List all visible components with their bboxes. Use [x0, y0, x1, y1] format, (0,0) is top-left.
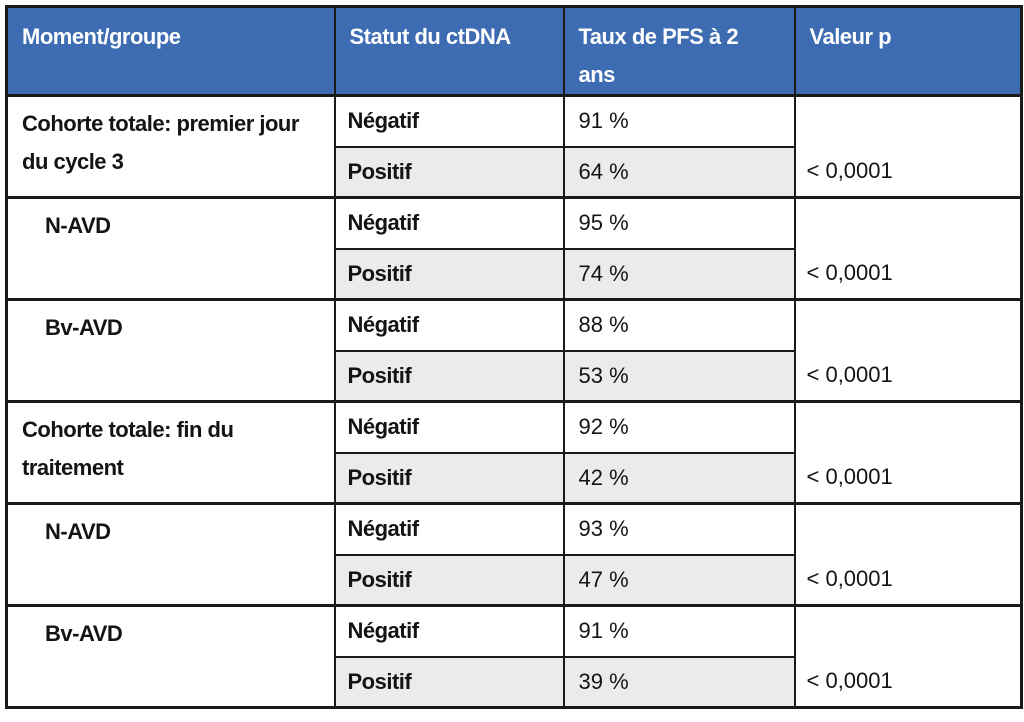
- table-row: Cohorte totale: premier jour du cycle 3 …: [6, 94, 1022, 198]
- col-header-moment-groupe: Moment/groupe: [6, 6, 335, 97]
- table-row: N-AVD Négatif 95 % < 0,0001: [6, 196, 1022, 300]
- p-value-cell: < 0,0001: [793, 400, 1022, 504]
- ctdna-status-cell: Positif: [333, 451, 564, 504]
- pfs-rate-cell: 91 %: [562, 604, 795, 657]
- pfs-rate-cell: 39 %: [562, 655, 795, 708]
- ctdna-status-cell: Positif: [333, 349, 564, 402]
- table-row: Positif 39 %: [7, 655, 1022, 708]
- ctdna-status-cell: Positif: [333, 145, 564, 198]
- group-label-cell: Bv-AVD: [6, 604, 335, 708]
- pfs-rate-cell: 95 %: [562, 196, 795, 249]
- ctdna-status-cell: Négatif: [333, 502, 564, 555]
- pfs-rate-cell: 91 %: [562, 94, 795, 147]
- ctdna-status-cell: Négatif: [333, 196, 564, 249]
- group-label-cell: Bv-AVD: [6, 298, 335, 402]
- group-label-cell: N-AVD: [6, 196, 335, 300]
- p-value-cell: < 0,0001: [793, 94, 1022, 198]
- col-header-taux-pfs: Taux de PFS à 2 ans: [562, 6, 795, 97]
- pfs-rate-cell: 92 %: [562, 400, 795, 453]
- ctdna-status-cell: Positif: [333, 553, 564, 606]
- col-header-valeur-p: Valeur p: [793, 6, 1022, 97]
- group-label-cell: N-AVD: [6, 502, 335, 606]
- table-row: Cohorte totale: fin du traitement Négati…: [6, 400, 1022, 504]
- ctdna-status-cell: Positif: [333, 247, 564, 300]
- table-row: Positif 47 %: [7, 553, 1022, 606]
- table-row: N-AVD Négatif 93 % < 0,0001: [6, 502, 1022, 606]
- pfs-rate-cell: 74 %: [562, 247, 795, 300]
- pfs-ctdna-table: Moment/groupe Statut du ctDNA Taux de PF…: [5, 5, 1023, 709]
- p-value-cell: < 0,0001: [793, 298, 1022, 402]
- ctdna-status-cell: Négatif: [333, 400, 564, 453]
- table-row: Positif 74 %: [7, 247, 1022, 300]
- ctdna-status-cell: Positif: [333, 655, 564, 708]
- ctdna-status-cell: Négatif: [333, 298, 564, 351]
- table-row: Bv-AVD Négatif 88 % < 0,0001: [6, 298, 1022, 402]
- ctdna-status-cell: Négatif: [333, 94, 564, 147]
- col-header-statut-ctdna: Statut du ctDNA: [333, 6, 564, 97]
- pfs-rate-cell: 64 %: [562, 145, 795, 198]
- table-row: Bv-AVD Négatif 91 % < 0,0001: [6, 604, 1022, 708]
- pfs-rate-cell: 53 %: [562, 349, 795, 402]
- pfs-rate-cell: 42 %: [562, 451, 795, 504]
- group-label-cell: Cohorte totale: fin du traitement: [6, 400, 335, 504]
- pfs-rate-cell: 93 %: [562, 502, 795, 555]
- header-row: Moment/groupe Statut du ctDNA Taux de PF…: [6, 6, 1022, 97]
- table-row: Positif 64 %: [7, 145, 1022, 198]
- p-value-cell: < 0,0001: [793, 604, 1022, 708]
- pfs-rate-cell: 88 %: [562, 298, 795, 351]
- p-value-cell: < 0,0001: [793, 196, 1022, 300]
- table-row: Positif 42 %: [7, 451, 1022, 504]
- group-label-cell: Cohorte totale: premier jour du cycle 3: [6, 94, 335, 198]
- table-row: Positif 53 %: [7, 349, 1022, 402]
- p-value-cell: < 0,0001: [793, 502, 1022, 606]
- ctdna-status-cell: Négatif: [333, 604, 564, 657]
- pfs-rate-cell: 47 %: [562, 553, 795, 606]
